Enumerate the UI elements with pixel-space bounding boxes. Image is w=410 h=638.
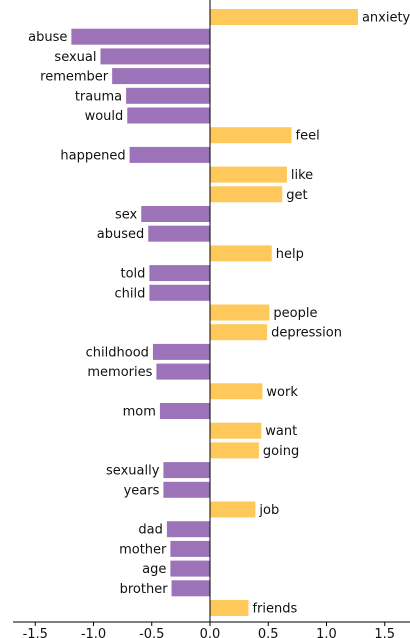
bar-remember [112, 68, 210, 85]
x-tick-label: 1.0 [316, 627, 337, 638]
bar-depression [210, 324, 268, 341]
bar-label-help: help [276, 247, 304, 262]
bar-label-mom: mom [123, 405, 156, 420]
bar-dad [166, 521, 210, 538]
bar-trauma [126, 87, 210, 104]
bar-label-going: going [263, 444, 299, 459]
bar-label-anxiety: anxiety [362, 11, 410, 26]
bar-abused [148, 225, 210, 242]
bar-label-happened: happened [60, 148, 125, 163]
x-tick-label: -0.5 [139, 627, 164, 638]
bar-going [210, 442, 259, 459]
bar-feel [210, 127, 292, 144]
bar-label-sex: sex [115, 208, 138, 223]
bar-want [210, 422, 262, 439]
bar-label-job: job [258, 503, 279, 518]
bar-age [170, 560, 210, 577]
bar-label-age: age [142, 562, 166, 577]
bar-told [149, 265, 210, 282]
bar-happened [129, 146, 210, 163]
bar-label-abuse: abuse [28, 30, 67, 45]
bar-job [210, 501, 256, 518]
bar-labels-layer: anxiety abuse sexual remember trauma would fee… [28, 11, 410, 617]
bar-label-brother: brother [120, 582, 169, 597]
bars-layer [71, 9, 358, 616]
bar-abuse [71, 28, 211, 45]
bar-would [127, 107, 210, 124]
bar-label-would: would [85, 109, 124, 124]
bar-label-depression: depression [271, 326, 342, 341]
bar-people [210, 304, 270, 321]
bar-label-get: get [286, 188, 307, 203]
bar-get [210, 186, 283, 203]
bar-label-friends: friends [252, 602, 297, 617]
x-tick-label: -1.5 [23, 627, 48, 638]
bar-work [210, 383, 263, 400]
x-tick-label: 1.5 [374, 627, 395, 638]
bar-label-sexually: sexually [106, 464, 160, 479]
bar-label-work: work [266, 385, 298, 400]
bar-label-trauma: trauma [75, 89, 122, 104]
bar-label-told: told [120, 267, 145, 282]
x-tick-label: -1.0 [81, 627, 106, 638]
bar-like [210, 166, 287, 183]
bar-sexually [163, 462, 210, 479]
bar-label-child: child [115, 286, 146, 301]
bar-sex [141, 206, 210, 222]
x-tick-label: 0.5 [258, 627, 279, 638]
bar-friends [210, 600, 249, 616]
bar-label-years: years [124, 483, 160, 498]
bar-label-sexual: sexual [54, 50, 96, 65]
bar-label-like: like [291, 168, 313, 183]
bar-label-feel: feel [296, 129, 320, 144]
bar-mother [170, 540, 210, 557]
bar-help [210, 245, 272, 262]
bar-child [149, 284, 210, 301]
bar-years [163, 481, 210, 498]
bar-anxiety [210, 9, 358, 25]
bar-mom [159, 403, 210, 419]
bar-label-childhood: childhood [86, 345, 149, 360]
bar-label-want: want [265, 424, 297, 439]
x-axis-ticks: -1.5 -1.0 -0.5 0.0 0.5 1.0 1.5 [23, 622, 395, 638]
bar-label-remember: remember [40, 70, 109, 85]
x-tick-label: 0.0 [200, 627, 221, 638]
bar-childhood [152, 343, 210, 360]
bar-label-dad: dad [138, 523, 162, 538]
bar-memories [156, 363, 210, 380]
bar-brother [171, 580, 210, 597]
bar-label-people: people [273, 306, 317, 321]
bar-sexual [100, 48, 210, 65]
bar-label-memories: memories [87, 365, 152, 380]
bar-label-mother: mother [119, 542, 167, 557]
bar-label-abused: abused [97, 227, 144, 242]
